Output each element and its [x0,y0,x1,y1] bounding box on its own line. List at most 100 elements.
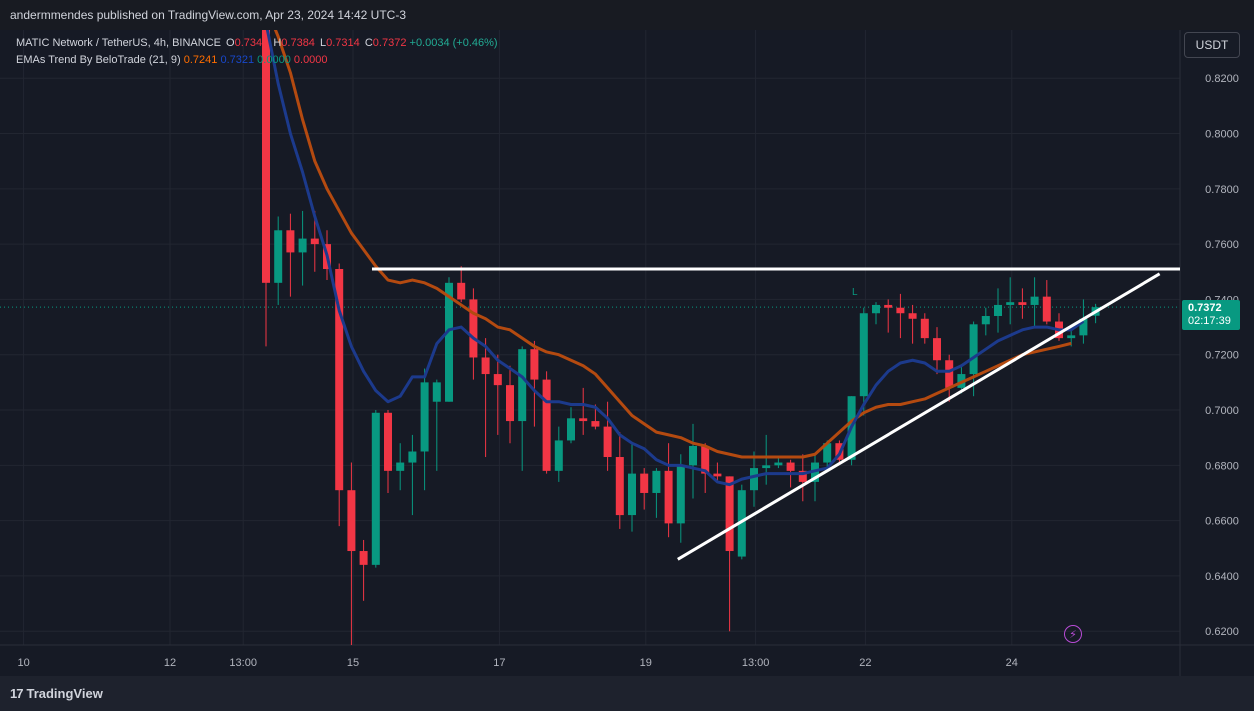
x-tick-label: 22 [859,657,871,669]
candle-body [457,282,466,300]
candle-body [689,445,697,466]
candle-body [481,357,490,375]
candle-body [274,230,283,283]
candle-body [371,412,380,565]
y-tick-label: 0.6600 [1205,516,1239,528]
candle-body [286,230,295,253]
candle-body [445,282,453,402]
publish-header: andermmendes published on TradingView.co… [0,0,1254,30]
y-tick-label: 0.7200 [1205,350,1239,362]
y-tick-label: 0.6800 [1205,460,1239,472]
candle-body [701,445,710,474]
candle-body [945,360,954,388]
candle-body [408,451,417,463]
candle-body [884,304,893,308]
candle-body [713,473,722,477]
candle-body [432,382,441,402]
close-label: C [364,37,373,49]
high-value: 0.7384 [281,37,315,49]
chart-legend: MATIC Network / TetherUS, 4h, BINANCE O0… [16,35,498,69]
symbol-row: MATIC Network / TetherUS, 4h, BINANCE O0… [16,35,498,52]
plot-layer: L [0,30,1180,645]
tradingview-logo[interactable]: 17 TradingView [10,686,103,701]
ema9-value: 0.7321 [220,54,255,66]
candle-body [493,374,502,386]
candle-body [737,490,746,557]
indicator-row: EMAs Trend By BeloTrade (21, 9) 0.7241 0… [16,52,498,69]
candle-body [640,473,649,493]
candle-body [603,426,612,458]
lightning-icon[interactable]: ⚡ [1064,625,1082,643]
x-tick-label: 17 [493,657,505,669]
candle-body [823,443,832,463]
candle-body [1006,302,1015,305]
candle-body [786,462,795,471]
tradingview-brand: TradingView [26,686,103,701]
publisher-text: andermmendes published on TradingView.co… [10,8,407,22]
candle-body [859,313,868,397]
open-label: O [226,37,235,49]
indicator-name[interactable]: EMAs Trend By BeloTrade (21, 9) [16,54,181,66]
low-annotation: L [852,287,858,298]
candle-body [298,238,307,253]
currency-button[interactable]: USDT [1184,32,1240,58]
candle-body [1079,318,1088,336]
candle-body [554,440,563,471]
candle-body [1042,296,1051,322]
x-tick-label: 12 [164,657,176,669]
candle-body [933,338,941,361]
candle-body [347,490,356,552]
candle-body [469,299,478,358]
candle-body [652,470,661,493]
candle-body [615,457,624,516]
indicator-value-3: 0.0000 [257,54,291,66]
ema21-value: 0.7241 [183,54,218,66]
candle-body [1067,335,1076,339]
candle-body [420,382,429,452]
candle-body [969,324,978,375]
candle-body [872,304,880,314]
candle-body [762,465,771,469]
candle-body [591,421,600,427]
y-tick-label: 0.6200 [1205,626,1239,638]
candle-body [359,551,368,565]
chart-area[interactable]: 0.82000.80000.78000.76000.74000.72000.70… [0,30,1254,676]
candle-body [664,470,673,524]
close-value: 0.7372 [372,37,407,49]
indicator-value-4: 0.0000 [293,54,328,66]
candle-body [310,238,319,245]
candle-body [542,379,551,471]
low-label: L [320,37,327,49]
low-value: 0.7314 [326,37,360,49]
candle-body [920,318,929,339]
y-tick-label: 0.6400 [1205,571,1239,583]
candle-body [896,307,905,314]
candle-body [908,313,917,319]
candle-body [676,465,685,524]
candle-body [1030,296,1039,305]
ema-fast-line [265,30,1085,487]
symbol-name[interactable]: MATIC Network / TetherUS, 4h, BINANCE [16,37,221,49]
y-tick-label: 0.8000 [1205,129,1239,141]
candle-body [262,30,270,283]
candle-body [384,412,392,471]
candle-body [579,418,588,422]
support-trendline [677,272,1161,561]
x-tick-label: 10 [17,657,29,669]
candle-body [335,269,344,491]
high-label: H [273,37,282,49]
last-price-value: 0.7372 [1188,302,1222,314]
y-tick-label: 0.8200 [1205,73,1239,85]
candle-body [567,418,575,441]
candle-countdown: 02:17:39 [1188,315,1231,327]
x-tick-label: 19 [640,657,652,669]
y-tick-label: 0.7000 [1205,405,1239,417]
candlestick-chart[interactable]: 0.82000.80000.78000.76000.74000.72000.70… [0,30,1254,676]
candle-body [725,476,734,552]
open-value: 0.7341 [234,37,269,49]
candle-body [1018,302,1027,305]
ema-slow-line [273,30,1072,459]
x-tick-label: 13:00 [742,657,770,669]
x-tick-label: 24 [1006,657,1018,669]
x-tick-label: 13:00 [229,657,257,669]
